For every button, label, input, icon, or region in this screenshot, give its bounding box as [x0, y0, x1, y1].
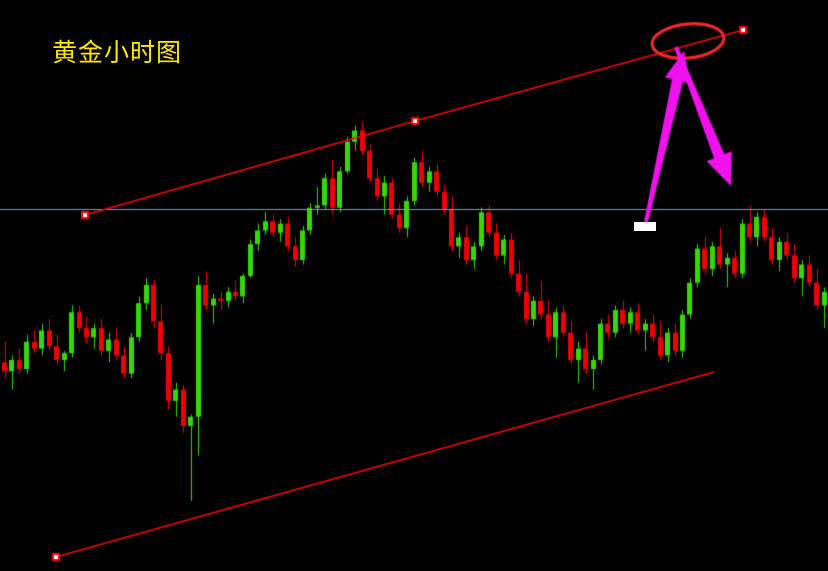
current-price-tag [634, 222, 656, 231]
page-title: 黄金小时图 [52, 39, 183, 67]
